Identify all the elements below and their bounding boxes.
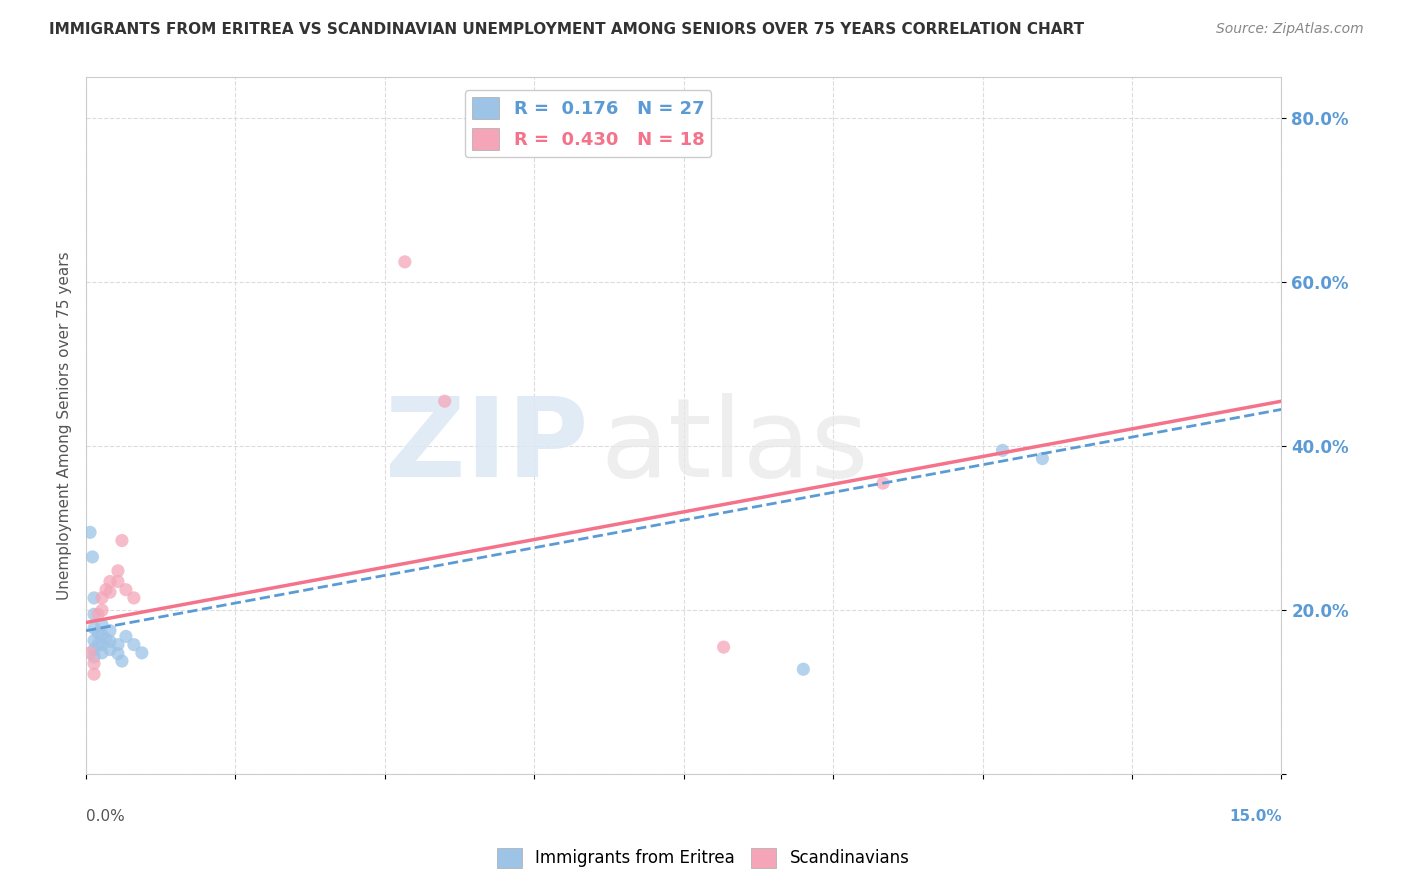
- Text: IMMIGRANTS FROM ERITREA VS SCANDINAVIAN UNEMPLOYMENT AMONG SENIORS OVER 75 YEARS: IMMIGRANTS FROM ERITREA VS SCANDINAVIAN …: [49, 22, 1084, 37]
- Text: ZIP: ZIP: [385, 393, 588, 500]
- Point: [131, 646, 153, 660]
- Point: [91, 603, 114, 617]
- Point: [91, 646, 114, 660]
- Point: [83, 591, 105, 605]
- Point: [91, 628, 114, 642]
- Point: [83, 633, 105, 648]
- Point: [87, 607, 110, 622]
- Point: [83, 642, 105, 657]
- Point: [122, 591, 145, 605]
- Point: [82, 549, 104, 564]
- Point: [107, 647, 129, 661]
- Point: [111, 654, 134, 668]
- Legend: R =  0.176   N = 27, R =  0.430   N = 18: R = 0.176 N = 27, R = 0.430 N = 18: [465, 90, 711, 158]
- Point: [83, 667, 105, 681]
- Point: [792, 662, 814, 676]
- Point: [713, 640, 735, 654]
- Point: [83, 621, 105, 635]
- Point: [991, 443, 1014, 458]
- Point: [79, 646, 101, 660]
- Point: [107, 564, 129, 578]
- Point: [107, 638, 129, 652]
- Legend: Immigrants from Eritrea, Scandinavians: Immigrants from Eritrea, Scandinavians: [489, 841, 917, 875]
- Point: [394, 255, 416, 269]
- Point: [872, 476, 894, 491]
- Point: [94, 582, 117, 597]
- Text: atlas: atlas: [600, 393, 869, 500]
- Point: [83, 649, 105, 664]
- Point: [98, 585, 121, 599]
- Point: [122, 638, 145, 652]
- Point: [87, 626, 110, 640]
- Point: [98, 634, 121, 648]
- Text: Source: ZipAtlas.com: Source: ZipAtlas.com: [1216, 22, 1364, 37]
- Point: [111, 533, 134, 548]
- Point: [107, 574, 129, 589]
- Point: [433, 394, 456, 409]
- Y-axis label: Unemployment Among Seniors over 75 years: Unemployment Among Seniors over 75 years: [58, 252, 72, 600]
- Point: [79, 525, 101, 540]
- Point: [1031, 451, 1053, 466]
- Point: [87, 638, 110, 652]
- Point: [91, 638, 114, 652]
- Point: [115, 582, 138, 597]
- Point: [115, 629, 138, 643]
- Point: [83, 607, 105, 622]
- Point: [98, 574, 121, 589]
- Point: [94, 632, 117, 646]
- Point: [91, 591, 114, 605]
- Text: 0.0%: 0.0%: [86, 809, 125, 824]
- Point: [83, 657, 105, 671]
- Text: 15.0%: 15.0%: [1229, 809, 1281, 824]
- Point: [91, 618, 114, 632]
- Point: [98, 624, 121, 638]
- Point: [98, 642, 121, 657]
